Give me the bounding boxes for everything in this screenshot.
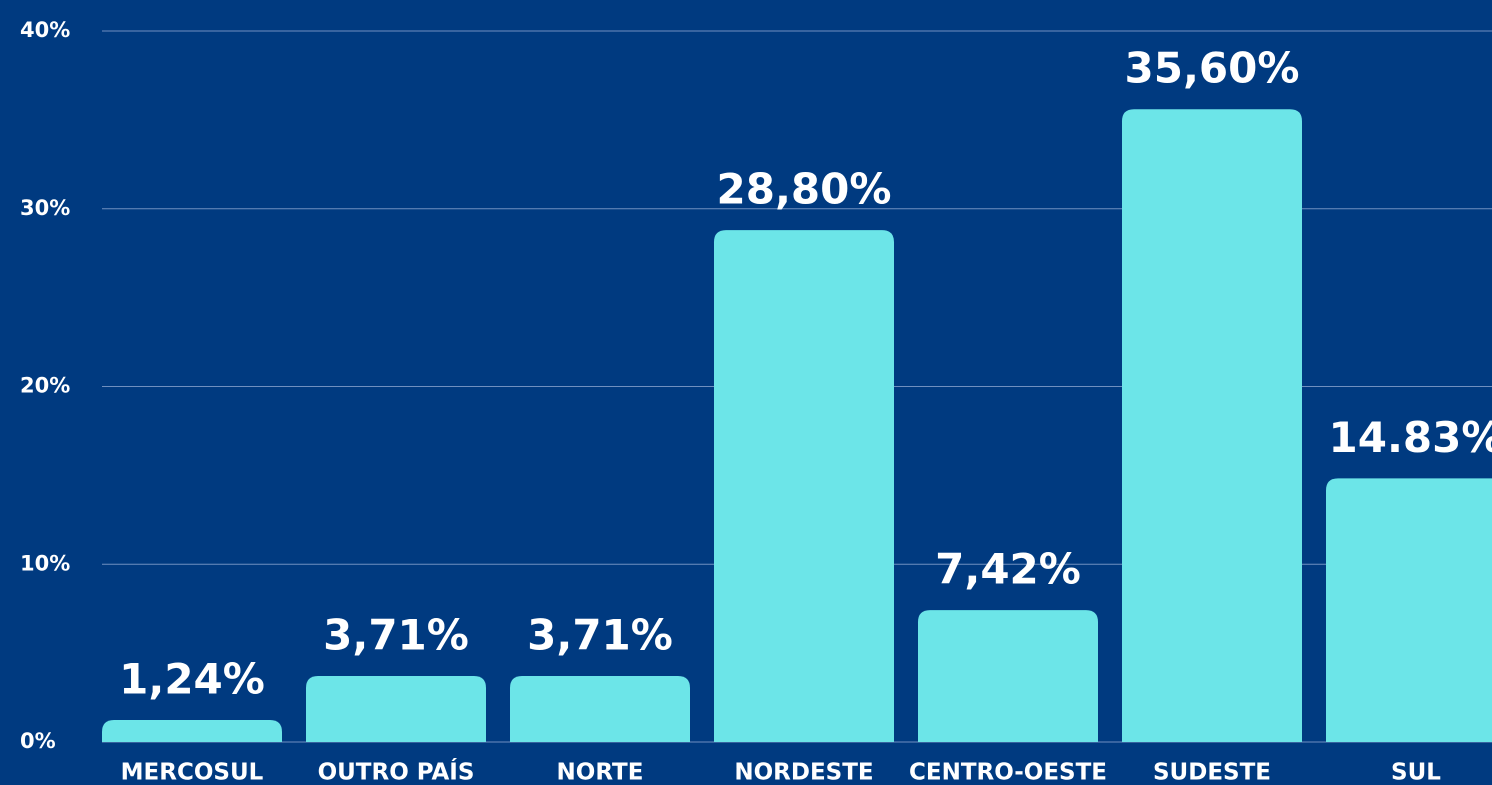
value-label: 3,71% <box>527 611 673 660</box>
x-tick-label: NORTE <box>557 760 644 785</box>
bar <box>1122 109 1302 742</box>
value-label: 35,60% <box>1125 44 1300 93</box>
x-tick-label: CENTRO-OESTE <box>909 760 1107 785</box>
value-label: 3,71% <box>323 611 469 660</box>
bar <box>306 676 486 742</box>
bar <box>1326 478 1492 742</box>
value-label: 28,80% <box>717 165 892 214</box>
x-tick-label: SUL <box>1391 760 1441 785</box>
y-tick-label: 10% <box>20 551 70 575</box>
y-tick-label: 40% <box>20 18 70 42</box>
x-tick-label: OUTRO PAÍS <box>318 758 475 785</box>
y-tick-label: 0% <box>20 729 56 753</box>
x-tick-label: SUDESTE <box>1153 760 1271 785</box>
value-label: 1,24% <box>119 654 265 703</box>
value-label: 7,42% <box>935 545 1081 594</box>
bar <box>714 230 894 742</box>
bar <box>918 610 1098 742</box>
y-tick-label: 20% <box>20 374 70 398</box>
bar <box>102 719 282 742</box>
x-tick-label: NORDESTE <box>734 760 873 785</box>
value-label: 14.83% <box>1329 413 1492 462</box>
y-tick-label: 30% <box>20 196 70 220</box>
bar <box>510 676 690 742</box>
x-tick-label: MERCOSUL <box>121 760 264 785</box>
